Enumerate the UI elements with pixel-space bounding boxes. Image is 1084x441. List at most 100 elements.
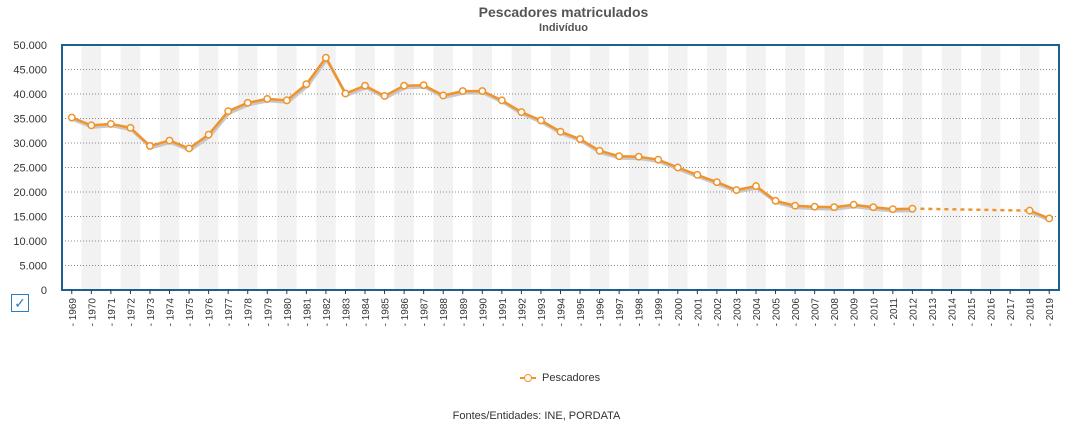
legend[interactable]: Pescadores (0, 372, 1084, 384)
x-tick-label: - 1972 (126, 298, 137, 327)
data-point (673, 163, 682, 172)
data-point (888, 205, 897, 214)
y-tick-label: 30.000 (13, 138, 47, 150)
x-tick-label: - 1992 (517, 298, 528, 327)
data-point (712, 178, 721, 187)
data-point (185, 144, 194, 153)
data-point (146, 141, 154, 150)
data-point (67, 113, 76, 122)
source-note: Fontes/Entidades: INE, PORDATA (452, 410, 621, 422)
x-tick-label: - 2010 (869, 298, 880, 327)
x-tick-label: - 2012 (908, 298, 919, 327)
data-point (732, 186, 741, 194)
column-band (902, 45, 923, 290)
series-line (71, 55, 913, 211)
data-point (478, 87, 487, 96)
y-tick-label: 35.000 (13, 114, 47, 126)
x-tick-label: - 1975 (185, 298, 196, 327)
data-point (419, 81, 428, 90)
data-point (321, 53, 330, 62)
x-tick-label: - 1980 (283, 298, 294, 327)
x-tick-label: - 2013 (928, 298, 939, 327)
data-point (263, 94, 272, 103)
column-band (1019, 45, 1040, 290)
data-point (302, 80, 311, 89)
legend-label: Pescadores (541, 372, 601, 384)
x-tick-label: - 1999 (654, 298, 665, 327)
x-tick-label: - 1982 (322, 298, 333, 327)
x-tick-label: - 1971 (107, 298, 118, 327)
data-point (341, 89, 350, 98)
x-tick-label: - 1977 (224, 298, 235, 327)
x-tick-label: - 2007 (811, 298, 822, 327)
x-tick-label: - 2018 (1026, 298, 1037, 327)
x-tick-label: - 1995 (576, 298, 587, 327)
data-point (243, 98, 252, 107)
x-tick-label: - 2015 (967, 298, 978, 327)
data-point (791, 201, 800, 210)
column-band (824, 45, 844, 290)
data-point (869, 203, 878, 212)
y-tick-label: 5.000 (19, 261, 47, 273)
x-tick-label: - 1981 (302, 298, 313, 327)
x-tick-label: - 2019 (1045, 298, 1056, 327)
x-tick-label: - 1984 (361, 298, 372, 327)
x-tick-label: - 2009 (850, 298, 861, 327)
y-tick-label: 20.000 (13, 187, 47, 199)
x-tick-label: - 1989 (459, 298, 470, 327)
x-tick-label: - 2017 (1006, 298, 1017, 327)
column-band (863, 45, 884, 290)
data-point (693, 170, 702, 179)
data-point (810, 202, 819, 211)
column-band (120, 45, 141, 290)
y-tick-label: 45.000 (13, 65, 47, 77)
x-tick-label: - 1983 (341, 298, 352, 327)
data-point (908, 204, 917, 213)
legend-marker-icon (519, 373, 536, 383)
data-point (752, 182, 760, 191)
x-tick-label: - 1998 (635, 298, 646, 327)
data-point (771, 196, 780, 205)
series-dashed-gap (912, 207, 1030, 212)
data-point (458, 87, 467, 96)
data-point (380, 92, 389, 100)
line-chart: 0 5.000 10.000 15.000 20.000 25.000 30.000 35.0… (13, 40, 1060, 327)
x-tick-label: - 2004 (752, 298, 763, 327)
x-tick-label: - 1978 (244, 298, 255, 327)
column-band (980, 45, 1001, 290)
x-tick-label: - 2003 (732, 298, 743, 327)
data-point (106, 119, 115, 128)
x-tick-label: - 1988 (439, 298, 450, 327)
x-tick-label: - 1994 (557, 298, 568, 327)
data-point (537, 116, 545, 125)
data-point (361, 81, 369, 90)
x-tick-label: - 2016 (987, 298, 998, 327)
y-tick-label: 40.000 (13, 89, 47, 101)
y-tick-label: 50.000 (13, 40, 47, 52)
column-band (198, 45, 219, 290)
x-tick-label: - 1985 (381, 298, 392, 327)
x-tick-label: - 2008 (830, 298, 841, 327)
data-point (615, 152, 624, 161)
x-tick-label: - 2002 (713, 298, 724, 327)
x-tick-label: - 1969 (68, 298, 79, 327)
data-point (439, 91, 448, 100)
x-tick-label: - 1974 (166, 298, 177, 327)
x-tick-label: - 1993 (537, 298, 548, 327)
x-tick-label: - 2011 (889, 298, 900, 326)
x-tick-label: - 1990 (478, 298, 489, 327)
data-point (576, 135, 584, 144)
x-tick-label: - 2006 (791, 298, 802, 327)
column-band (316, 45, 336, 290)
x-tick-label: - 1986 (400, 298, 411, 327)
data-point (634, 152, 643, 161)
x-tick-label: - 1997 (615, 298, 626, 327)
x-tick-label: - 1979 (263, 298, 274, 327)
y-tick-label: 0 (41, 285, 47, 297)
x-tick-label: - 2005 (772, 298, 783, 327)
y-tick-label: 10.000 (13, 236, 47, 248)
column-band (277, 45, 297, 290)
chart-title: Pescadores matriculados (478, 4, 649, 20)
checkbox-icon[interactable]: ✓ (11, 294, 29, 312)
data-point (87, 121, 96, 130)
